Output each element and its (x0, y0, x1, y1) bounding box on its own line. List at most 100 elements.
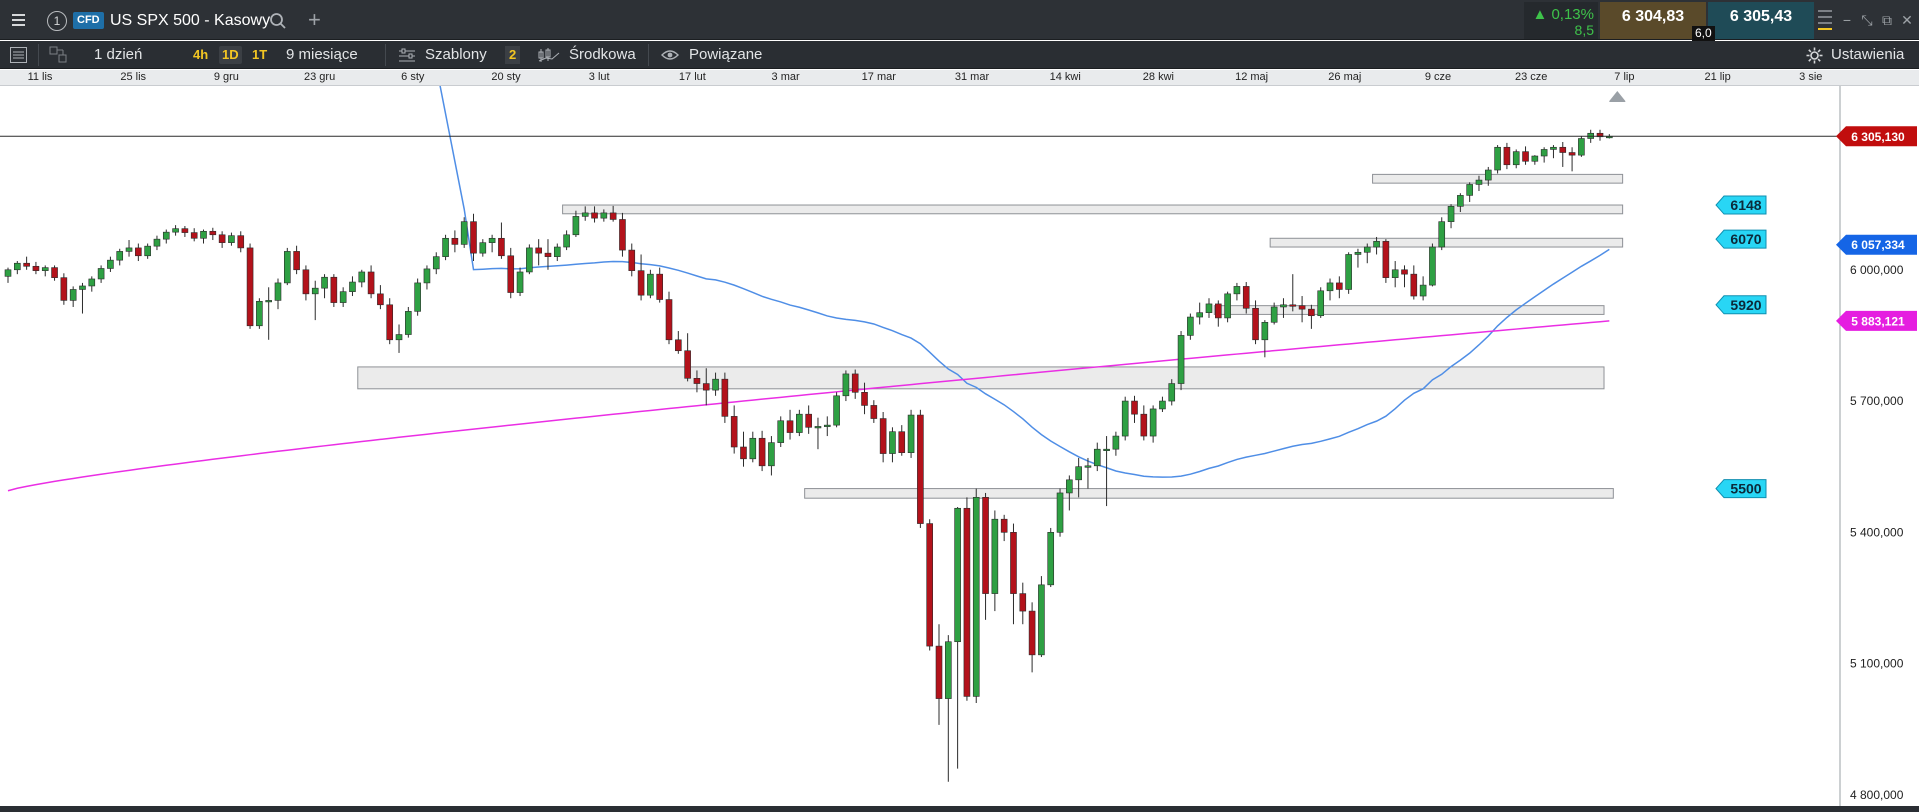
timeframe-4h[interactable]: 4h (193, 47, 209, 62)
settings-gear-icon[interactable] (1806, 47, 1823, 64)
date-tick-label: 17 lut (678, 71, 706, 83)
candle (535, 239, 542, 266)
candle (135, 243, 142, 262)
layout-icon[interactable] (49, 46, 67, 63)
ma-blue-tag: 6 057,334 (1836, 234, 1917, 255)
bottom-scrollbar[interactable] (0, 806, 1919, 812)
ma-blue-tag-text: 6 057,334 (1851, 238, 1905, 252)
date-tick-label: 3 sie (1799, 71, 1823, 83)
candle-body (1121, 400, 1129, 437)
timeframe-1d[interactable]: 1D (219, 46, 242, 64)
candle-body (88, 278, 96, 287)
candle (88, 276, 96, 292)
cfd-badge: CFD (73, 12, 104, 29)
candle (1336, 276, 1343, 299)
candle-body (1373, 241, 1380, 248)
candle (172, 225, 179, 236)
candle-body (526, 247, 533, 273)
candle (1512, 149, 1520, 169)
candle-body (97, 268, 105, 280)
period-selector[interactable]: 1 dzień (94, 46, 143, 63)
candle (1578, 136, 1585, 157)
candle-body (1494, 146, 1501, 171)
candle-body (107, 259, 114, 269)
shrink-icon[interactable]: ⤡ (1861, 12, 1873, 28)
candle (1550, 145, 1557, 159)
indicator-button[interactable]: Środkowa (569, 46, 636, 63)
candle-body (684, 350, 691, 379)
candle-body (786, 420, 794, 433)
candle (507, 247, 515, 299)
candle (805, 405, 812, 434)
candle (1382, 239, 1390, 283)
hamburger-menu-icon[interactable] (6, 8, 30, 32)
indicator-icon (538, 48, 560, 62)
candle-body (842, 373, 850, 397)
candle (1075, 457, 1082, 498)
candle (1233, 282, 1241, 301)
candle (861, 382, 868, 415)
candle (889, 427, 896, 463)
settings-button[interactable]: Ustawienia (1831, 46, 1905, 63)
candle (358, 269, 366, 288)
candle (451, 230, 459, 253)
candle (1168, 379, 1176, 406)
daily-change: ▲ 0,13% 8,5 (1524, 2, 1598, 39)
candle-body (1429, 246, 1436, 286)
candle-body (190, 232, 198, 239)
candle (972, 488, 980, 703)
close-icon[interactable]: ✕ (1901, 12, 1913, 28)
buy-price-button[interactable]: 6 305,43 (1708, 2, 1814, 39)
range-selector[interactable]: 9 miesiące (286, 46, 358, 63)
candle-body (879, 418, 887, 454)
candle (786, 409, 794, 440)
candle-body (442, 237, 449, 257)
date-tick-label: 6 sty (401, 71, 425, 83)
candle-body (1475, 179, 1483, 185)
candle (181, 226, 189, 237)
timeframe-1t[interactable]: 1T (252, 47, 268, 62)
instrument-title[interactable]: US SPX 500 - Kasowy (110, 12, 271, 29)
candle-body (1159, 400, 1166, 410)
candle (1531, 155, 1539, 165)
candle (1298, 296, 1306, 323)
price-chart[interactable]: 6148 6070 5920 5500 6 000,000 5 700,000 5 400,… (0, 86, 1919, 808)
candle-body (1503, 146, 1511, 166)
linked-button[interactable]: Powiązane (689, 46, 763, 63)
instrument-slot-number[interactable]: 1 (47, 11, 67, 31)
candle-body (972, 497, 980, 697)
candle (1215, 300, 1222, 327)
candle (740, 431, 747, 467)
candle-body (572, 216, 580, 236)
candle-body (69, 289, 77, 301)
candle (563, 230, 570, 251)
search-icon[interactable] (269, 12, 287, 30)
minimize-icon[interactable]: − (1842, 12, 1852, 28)
candle-body (60, 277, 68, 301)
candle (386, 298, 394, 345)
candle-body (358, 271, 366, 283)
popout-icon[interactable]: ⧉ (1882, 12, 1892, 28)
sell-price-button[interactable]: 6 304,83 (1600, 2, 1706, 39)
market-depth-icon[interactable] (1818, 8, 1832, 34)
candle-body (1419, 284, 1427, 297)
candle-body (144, 245, 151, 257)
add-tab-icon[interactable]: + (308, 7, 321, 32)
candle-body (1140, 413, 1148, 437)
candle-body (423, 268, 431, 284)
window-controls: − ⤡ ⧉ ✕ (1838, 10, 1918, 30)
candle-body (135, 247, 142, 257)
candle-body (470, 221, 477, 254)
candle-body (377, 293, 384, 306)
moving-average-pink-line (7, 320, 1610, 492)
candle-body (647, 273, 654, 296)
candle-body (200, 230, 207, 239)
candle (200, 229, 207, 244)
candle-body (274, 282, 282, 301)
candle-body (395, 334, 403, 341)
candle (311, 280, 319, 321)
templates-button[interactable]: Szablony (425, 46, 487, 63)
list-view-icon[interactable] (10, 47, 27, 63)
candle-body (14, 262, 21, 271)
candle (1112, 431, 1120, 456)
